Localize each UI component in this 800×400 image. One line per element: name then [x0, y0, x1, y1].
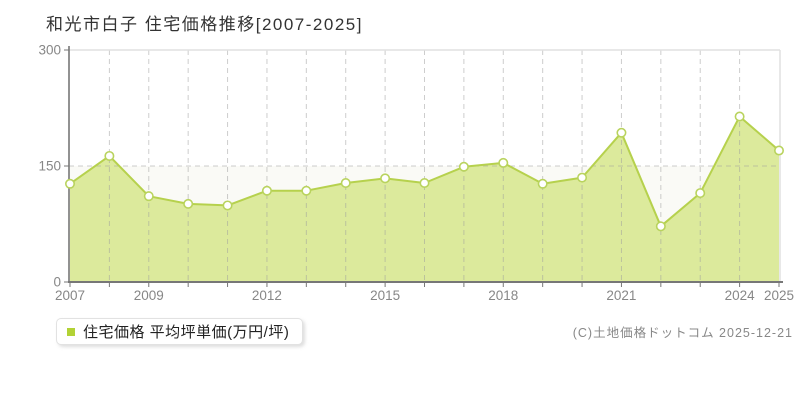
data-point-2010: [183, 198, 194, 209]
data-point-2021: [616, 127, 627, 138]
data-point-2008: [104, 150, 115, 161]
x-tick-label: 2007: [55, 288, 85, 303]
legend: 住宅価格 平均坪単価(万円/坪): [56, 318, 304, 345]
x-tick-label: 2015: [370, 288, 400, 303]
chart-title: 和光市白子 住宅価格推移[2007-2025]: [46, 15, 363, 34]
data-point-2015: [380, 173, 391, 184]
data-point-2012: [261, 185, 272, 196]
y-tick-label: 150: [38, 159, 61, 174]
data-point-2025: [773, 145, 784, 156]
data-point-2024: [734, 111, 745, 122]
x-tick-label: 2024: [725, 288, 756, 303]
data-point-2016: [419, 178, 430, 189]
copyright-text: (C)土地価格ドットコム 2025-12-21: [572, 326, 793, 340]
data-point-2011: [222, 200, 233, 211]
data-point-2013: [301, 185, 312, 196]
area-fill: [70, 116, 779, 282]
data-point-2017: [458, 161, 469, 172]
data-point-2014: [340, 178, 351, 189]
data-point-2007: [65, 178, 76, 189]
data-point-2018: [498, 157, 509, 168]
x-tick-label: 2012: [252, 288, 282, 303]
y-tick-label: 0: [53, 275, 61, 290]
x-tick-label: 2021: [606, 288, 636, 303]
data-point-2020: [577, 172, 588, 183]
data-point-2023: [695, 188, 706, 199]
x-tick-label: 2025: [764, 288, 794, 303]
legend-label: 住宅価格 平均坪単価(万円/坪): [83, 324, 290, 341]
data-point-2022: [655, 221, 666, 232]
y-tick-label: 300: [38, 43, 61, 58]
price-trend-chart: 0 150 300 2007 2009 2012 2015 2018 2021 2024 2025: [38, 43, 794, 304]
data-point-2009: [143, 191, 154, 202]
x-tick-label: 2009: [134, 288, 164, 303]
legend-square-icon: [67, 327, 75, 336]
x-tick-label: 2018: [488, 288, 518, 303]
data-point-2019: [537, 178, 548, 189]
